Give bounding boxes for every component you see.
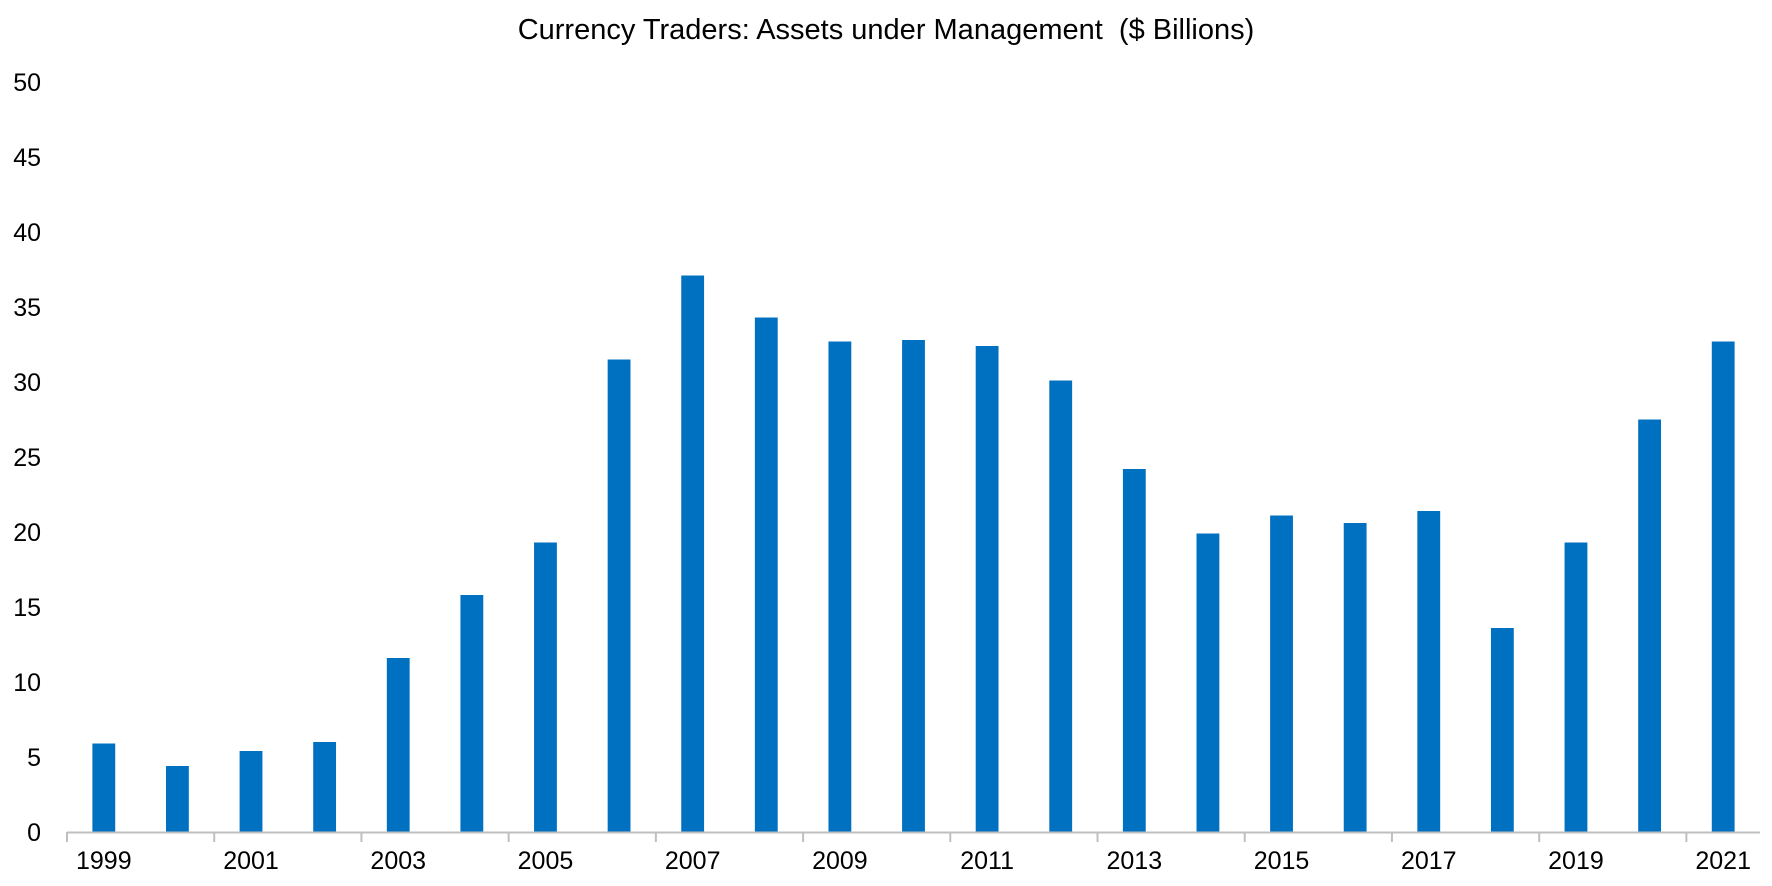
bar (1564, 542, 1588, 832)
y-tick-label: 20 (13, 519, 41, 547)
bar (975, 346, 999, 832)
y-tick-label: 40 (13, 219, 41, 247)
x-tick-label: 2021 (1695, 847, 1751, 875)
x-tick-label: 2017 (1401, 847, 1457, 875)
y-tick-label: 25 (13, 444, 41, 472)
bar (313, 742, 337, 832)
bar (1638, 419, 1661, 832)
x-tick-label: 2015 (1254, 847, 1310, 875)
bar (902, 340, 925, 832)
x-tick-label: 2003 (370, 847, 426, 875)
bar (92, 743, 116, 832)
bar (534, 542, 557, 832)
y-tick-label: 15 (13, 594, 41, 622)
bar (607, 359, 631, 832)
bar (1343, 523, 1367, 832)
chart-title: Currency Traders: Assets under Managemen… (517, 14, 1255, 46)
x-tick-label: 1999 (76, 847, 132, 875)
bar (166, 766, 189, 832)
bar (1490, 628, 1514, 832)
bar (1196, 533, 1220, 832)
x-tick-label: 2019 (1548, 847, 1604, 875)
bar (754, 317, 778, 832)
x-tick-label: 2001 (223, 847, 279, 875)
bar (1711, 341, 1735, 832)
x-tick-label: 2013 (1107, 847, 1163, 875)
bar (239, 751, 263, 832)
y-tick-label: 45 (13, 144, 41, 172)
y-tick-label: 10 (13, 669, 41, 697)
x-tick-label: 2009 (812, 847, 868, 875)
y-tick-label: 35 (13, 294, 41, 322)
y-tick-label: 5 (27, 744, 41, 772)
x-tick-label: 2005 (518, 847, 574, 875)
y-tick-label: 0 (27, 819, 41, 847)
x-tick-label: 2011 (960, 847, 1014, 875)
bar (1122, 469, 1146, 832)
bar (1417, 511, 1441, 832)
bar (828, 341, 852, 832)
y-tick-label: 50 (13, 69, 41, 97)
bar (460, 595, 484, 832)
x-tick-label: 2007 (665, 847, 721, 875)
bar (681, 275, 705, 832)
bar (1049, 380, 1073, 832)
y-tick-label: 30 (13, 369, 41, 397)
bar (386, 658, 410, 832)
bar (1270, 515, 1293, 832)
